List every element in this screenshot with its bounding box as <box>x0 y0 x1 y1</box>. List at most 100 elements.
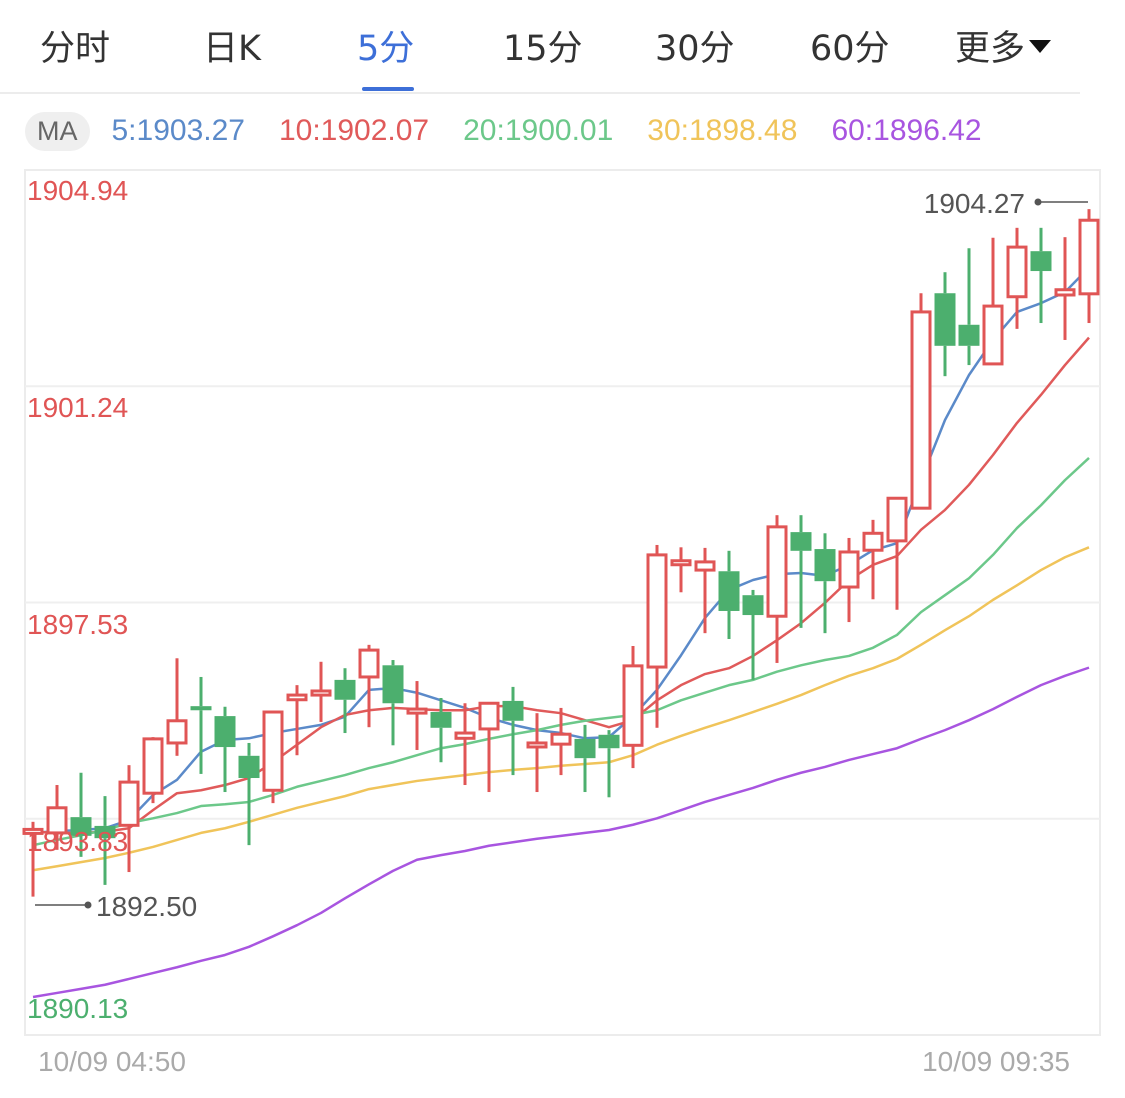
candle-body <box>574 738 596 759</box>
ma60-line <box>32 666 1090 999</box>
candle-down <box>238 742 260 846</box>
period-tabs: 分时 日K 5分 15分 30分 60分 更多 <box>0 0 1080 94</box>
ma60-value: 60:1896.42 <box>831 114 982 147</box>
candle-body <box>862 531 884 552</box>
candle-body <box>454 731 476 740</box>
ma10-value: 10:1902.07 <box>278 114 430 147</box>
ma20-line <box>32 457 1090 847</box>
candle-body <box>790 532 812 551</box>
candle-body <box>310 689 332 697</box>
caret-down-icon <box>1029 39 1052 53</box>
candle-down <box>502 686 524 776</box>
candle-body <box>46 806 68 835</box>
candle-down <box>70 772 92 857</box>
candle-up <box>1006 227 1028 329</box>
candle-up <box>862 519 884 600</box>
y-tick-label: 1904.94 <box>27 175 128 206</box>
candle-down <box>190 676 212 774</box>
candle-up <box>454 703 476 786</box>
x-end-label: 10/09 09:35 <box>922 1046 1070 1077</box>
tab-daily-k[interactable]: 日K <box>203 29 261 69</box>
candle-body <box>526 741 548 749</box>
candle-down <box>382 660 404 746</box>
candle-down <box>334 668 356 734</box>
candle-body <box>1006 245 1028 299</box>
candle-body <box>838 550 860 589</box>
max-price-marker: 1904.27 <box>924 188 1088 219</box>
tab-15min[interactable]: 15分 <box>503 29 583 69</box>
candle-up <box>982 237 1004 366</box>
y-tick-label: 1897.53 <box>27 609 128 640</box>
tab-30min[interactable]: 30分 <box>655 29 735 69</box>
candle-up <box>550 707 572 776</box>
candle-up <box>1078 209 1100 324</box>
candle-body <box>118 780 140 827</box>
candle-down <box>214 706 236 793</box>
candle-body <box>646 553 668 669</box>
candle-body <box>502 700 524 721</box>
candle-body <box>22 827 44 835</box>
candle-up <box>526 713 548 793</box>
candle-up <box>310 661 332 722</box>
candle-body <box>982 304 1004 366</box>
y-tick-label: 1893.83 <box>27 826 128 857</box>
candle-up <box>670 547 692 593</box>
tab-60min[interactable]: 60分 <box>810 29 890 69</box>
ma5-value: 5:1903.27 <box>111 114 245 147</box>
candle-body <box>814 549 836 582</box>
ma-legend: MA 5:1903.27 10:1902.07 20:1900.01 30:18… <box>25 110 1016 152</box>
candle-body <box>1030 251 1052 272</box>
candle-up <box>142 737 164 804</box>
candle-body <box>166 719 188 745</box>
candle-body <box>598 734 620 749</box>
candle-body <box>238 755 260 779</box>
candle-body <box>382 665 404 704</box>
candle-down <box>94 796 116 885</box>
candle-up <box>694 547 716 634</box>
candle-body <box>70 817 92 836</box>
candle-body <box>214 716 236 748</box>
candle-down <box>934 272 956 377</box>
candle-up <box>286 685 308 756</box>
tab-more[interactable]: 更多 <box>955 20 1052 71</box>
min-dot <box>84 901 92 909</box>
candle-body <box>142 737 164 795</box>
candle-down <box>958 248 980 366</box>
tab-more-label: 更多 <box>955 29 1026 69</box>
candle-up <box>46 785 68 850</box>
candle-up <box>910 293 932 510</box>
candle-up <box>22 821 44 897</box>
tab-5min[interactable]: 5分 <box>357 29 415 69</box>
candle-down <box>1030 227 1052 324</box>
max-price-label: 1904.27 <box>924 188 1025 219</box>
candle-body <box>358 648 380 679</box>
candle-up <box>478 701 500 793</box>
candle-body <box>910 310 932 510</box>
candle-body <box>886 496 908 543</box>
ma30-value: 30:1898.48 <box>647 114 798 147</box>
candle-body <box>286 693 308 702</box>
candle-up <box>886 496 908 610</box>
candle-body <box>694 560 716 572</box>
candle-body <box>262 710 284 792</box>
candle-down <box>574 724 596 793</box>
candle-up <box>166 658 188 756</box>
x-start-label: 10/09 04:50 <box>38 1046 186 1077</box>
tab-intraday[interactable]: 分时 <box>40 29 111 69</box>
ma-badge[interactable]: MA <box>25 111 90 151</box>
candle-up <box>262 710 284 804</box>
candle-body <box>766 525 788 618</box>
ma20-value: 20:1900.01 <box>463 114 614 147</box>
candle-up <box>1054 237 1076 340</box>
candle-down <box>742 589 764 680</box>
candle-body <box>958 324 980 346</box>
candle-body <box>550 732 572 746</box>
candle-up <box>358 644 380 728</box>
y-tick-label: 1890.13 <box>27 993 128 1024</box>
candle-body <box>406 707 428 715</box>
candle-body <box>1054 288 1076 297</box>
candle-body <box>190 706 212 711</box>
candle-up <box>118 765 140 873</box>
candle-down <box>718 550 740 640</box>
